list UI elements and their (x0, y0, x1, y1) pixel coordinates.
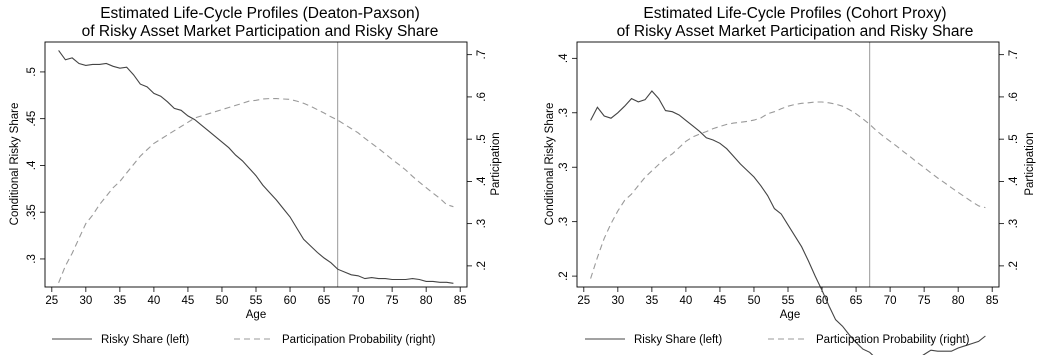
legend: Risky Share (left) Participation Probabi… (585, 334, 970, 346)
x-tick-label: 80 (420, 295, 433, 307)
participation-line (58, 98, 454, 284)
left-y-tick-label: .3 (558, 217, 570, 227)
left-y-tick-label: .4 (26, 160, 38, 170)
left-y-tick-label: .3 (558, 108, 570, 118)
right-y-tick-label: .7 (476, 50, 488, 60)
x-tick-label: 45 (182, 295, 195, 307)
right-y-tick-label: .2 (476, 261, 488, 271)
x-tick-label: 60 (284, 295, 297, 307)
chart-title-line-1: Estimated Life-Cycle Profiles (Deaton-Pa… (100, 5, 420, 22)
x-tick-label: 30 (611, 295, 624, 307)
x-tick-label: 65 (318, 295, 331, 307)
right-y-tick-label: .7 (1008, 50, 1020, 60)
x-axis-ticks: 25 30 35 40 45 50 55 60 65 70 75 80 85 (577, 287, 999, 307)
left-y-tick-label: .3 (558, 162, 570, 172)
legend-label-risky-share: Risky Share (left) (634, 334, 722, 346)
participation-line (590, 101, 986, 279)
right-y-tick-label: .4 (476, 176, 488, 186)
right-y-tick-label: .5 (1008, 134, 1020, 144)
left-y-axis-label: Conditional Risky Share (544, 103, 556, 226)
legend: Risky Share (left) Participation Probabi… (52, 334, 436, 346)
legend-label-risky-share: Risky Share (left) (101, 334, 189, 346)
right-y-tick-label: .6 (476, 92, 488, 102)
x-tick-label: 75 (918, 295, 931, 307)
x-axis-ticks: 25 30 35 40 45 50 55 60 65 70 75 80 85 (45, 287, 467, 307)
risky-share-line (58, 50, 454, 284)
x-tick-label: 70 (884, 295, 897, 307)
x-axis-label: Age (780, 309, 800, 321)
x-tick-label: 25 (577, 295, 590, 307)
right-y-tick-label: .3 (476, 219, 488, 229)
left-y-tick-label: .5 (26, 67, 38, 77)
left-y-axis-ticks: .3 .35 .4 .45 .5 (26, 67, 45, 264)
chart-title-line-2: of Risky Asset Market Participation and … (617, 23, 974, 40)
x-tick-label: 25 (45, 295, 58, 307)
right-y-tick-label: .4 (1008, 176, 1020, 186)
x-tick-label: 35 (113, 295, 126, 307)
x-tick-label: 70 (352, 295, 365, 307)
right-y-axis-label: Participation (490, 132, 502, 195)
left-y-tick-label: .4 (558, 53, 570, 63)
right-y-tick-label: .5 (476, 134, 488, 144)
right-y-axis-ticks: .2 .3 .4 .5 .6 .7 (999, 50, 1020, 271)
left-y-axis-label: Conditional Risky Share (9, 103, 21, 226)
chart-title-line-2: of Risky Asset Market Participation and … (82, 23, 439, 40)
left-y-tick-label: .45 (26, 111, 38, 127)
x-tick-label: 50 (216, 295, 229, 307)
right-y-tick-label: .3 (1008, 219, 1020, 229)
chart-panel-deaton-paxson: Estimated Life-Cycle Profiles (Deaton-Pa… (9, 5, 502, 346)
x-tick-label: 50 (748, 295, 761, 307)
x-tick-label: 35 (645, 295, 658, 307)
right-y-tick-label: .6 (1008, 92, 1020, 102)
legend-label-participation: Participation Probability (right) (816, 334, 970, 346)
x-tick-label: 85 (454, 295, 467, 307)
chart-panel-cohort-proxy: Estimated Life-Cycle Profiles (Cohort Pr… (544, 5, 1036, 355)
left-y-tick-label: .35 (26, 204, 38, 220)
x-tick-label: 40 (148, 295, 161, 307)
left-y-tick-label: .3 (26, 254, 38, 264)
x-tick-label: 45 (714, 295, 727, 307)
x-axis-label: Age (246, 309, 266, 321)
legend-label-participation: Participation Probability (right) (282, 334, 436, 346)
x-tick-label: 65 (850, 295, 863, 307)
chart-title-line-1: Estimated Life-Cycle Profiles (Cohort Pr… (643, 5, 946, 22)
left-y-tick-label: .2 (558, 271, 570, 281)
risky-share-line (590, 90, 986, 355)
x-tick-label: 85 (986, 295, 999, 307)
x-tick-label: 55 (250, 295, 263, 307)
right-y-axis-label: Participation (1024, 132, 1036, 195)
plot-frame (44, 41, 468, 288)
x-tick-label: 75 (386, 295, 399, 307)
plot-frame (576, 41, 1000, 288)
right-y-tick-label: .2 (1008, 261, 1020, 271)
x-tick-label: 30 (79, 295, 92, 307)
left-y-axis-ticks: .2 .3 .3 .3 .4 (558, 53, 577, 281)
x-tick-label: 80 (952, 295, 965, 307)
right-y-axis-ticks: .2 .3 .4 .5 .6 .7 (467, 50, 488, 271)
x-tick-label: 55 (782, 295, 795, 307)
x-tick-label: 40 (680, 295, 693, 307)
